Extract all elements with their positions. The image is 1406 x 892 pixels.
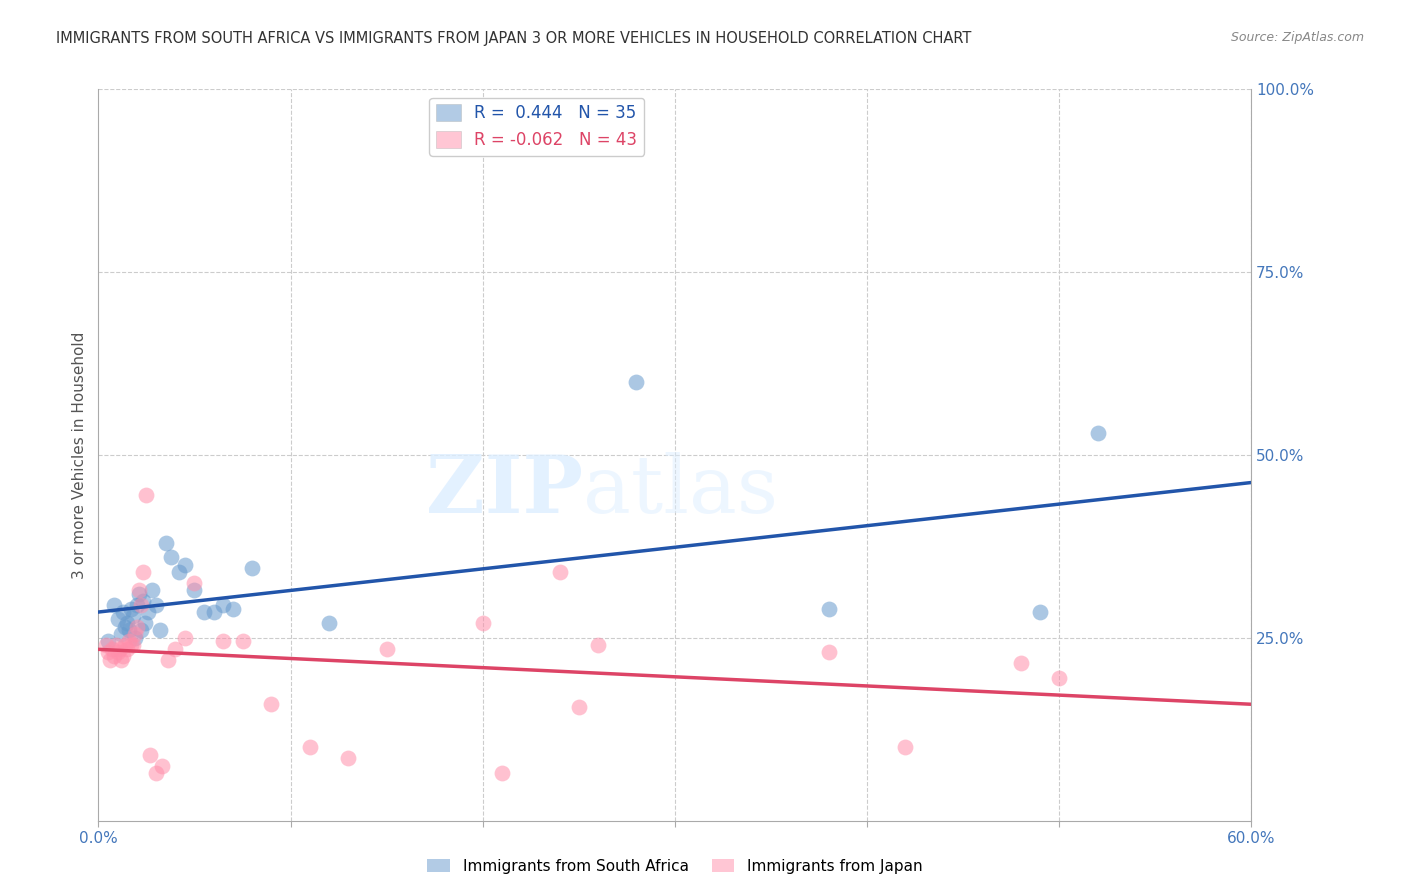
Point: [101, 641, 124, 656]
Point: [150, 758, 173, 772]
Point: [183, 576, 205, 591]
Point: [548, 565, 571, 579]
Point: [110, 653, 132, 667]
Text: IMMIGRANTS FROM SOUTH AFRICA VS IMMIGRANTS FROM JAPAN 3 OR MORE VEHICLES IN HOUS: IMMIGRANTS FROM SOUTH AFRICA VS IMMIGRAN…: [56, 31, 972, 46]
Legend: R =  0.444   N = 35, R = -0.062   N = 43: R = 0.444 N = 35, R = -0.062 N = 43: [429, 97, 644, 155]
Point: [586, 638, 609, 652]
Point: [212, 598, 235, 612]
Point: [155, 535, 177, 549]
Point: [202, 605, 225, 619]
Point: [167, 565, 190, 579]
Point: [117, 641, 139, 656]
Point: [97, 645, 120, 659]
Point: [129, 624, 152, 638]
Point: [817, 645, 839, 659]
Point: [149, 624, 172, 638]
Point: [260, 697, 283, 711]
Point: [114, 638, 136, 652]
Point: [110, 627, 132, 641]
Point: [135, 488, 157, 502]
Point: [174, 631, 197, 645]
Point: [112, 605, 135, 619]
Point: [375, 641, 398, 656]
Point: [107, 613, 129, 627]
Point: [114, 620, 136, 634]
Point: [212, 634, 235, 648]
Point: [122, 608, 145, 623]
Text: atlas: atlas: [582, 452, 778, 531]
Point: [141, 583, 163, 598]
Point: [107, 645, 129, 659]
Point: [112, 649, 135, 664]
Point: [156, 653, 179, 667]
Legend: Immigrants from South Africa, Immigrants from Japan: Immigrants from South Africa, Immigrants…: [422, 853, 928, 880]
Point: [125, 598, 148, 612]
Point: [103, 598, 125, 612]
Point: [125, 620, 148, 634]
Point: [222, 601, 245, 615]
Point: [471, 616, 494, 631]
Point: [193, 605, 215, 619]
Point: [129, 598, 152, 612]
Point: [118, 624, 141, 638]
Point: [122, 638, 145, 652]
Point: [491, 766, 513, 780]
Point: [1087, 425, 1109, 440]
Point: [124, 627, 146, 641]
Point: [231, 634, 254, 648]
Point: [104, 638, 127, 652]
Point: [131, 594, 153, 608]
Point: [118, 634, 141, 648]
Point: [145, 766, 167, 780]
Point: [128, 583, 150, 598]
Point: [337, 751, 360, 765]
Point: [94, 638, 117, 652]
Point: [139, 747, 162, 762]
Point: [138, 605, 160, 619]
Point: [97, 634, 120, 648]
Point: [131, 565, 153, 579]
Text: Source: ZipAtlas.com: Source: ZipAtlas.com: [1230, 31, 1364, 45]
Point: [298, 740, 321, 755]
Point: [1029, 605, 1052, 619]
Y-axis label: 3 or more Vehicles in Household: 3 or more Vehicles in Household: [72, 331, 87, 579]
Point: [108, 641, 131, 656]
Point: [183, 583, 205, 598]
Text: ZIP: ZIP: [426, 452, 582, 531]
Point: [817, 601, 839, 615]
Point: [240, 561, 263, 575]
Point: [160, 550, 183, 565]
Point: [134, 616, 156, 631]
Point: [568, 700, 591, 714]
Point: [98, 653, 121, 667]
Point: [120, 638, 142, 652]
Point: [145, 598, 167, 612]
Point: [1010, 657, 1032, 671]
Point: [318, 616, 340, 631]
Point: [174, 558, 197, 572]
Point: [103, 649, 125, 664]
Point: [124, 631, 146, 645]
Point: [128, 587, 150, 601]
Point: [120, 601, 142, 615]
Point: [894, 740, 917, 755]
Point: [117, 616, 139, 631]
Point: [1047, 671, 1070, 685]
Point: [165, 641, 187, 656]
Point: [626, 375, 648, 389]
